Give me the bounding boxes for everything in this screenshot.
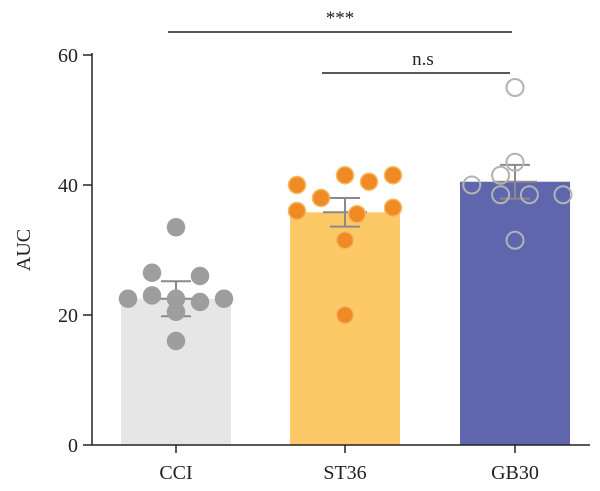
data-point-cci (190, 292, 210, 312)
data-point-gb30 (505, 230, 525, 250)
y-tick-label-0: 0 (68, 435, 78, 457)
bar-st36 (290, 212, 400, 445)
data-point-st36 (287, 201, 307, 221)
data-point-cci (166, 218, 186, 237)
significance-layer: *** n.s (168, 8, 512, 74)
data-point-cci (214, 289, 234, 308)
y-tick-label-60: 60 (58, 45, 78, 67)
axes-layer: 0 20 40 60 CCI ST36 GB30 (58, 45, 590, 484)
bars-layer (121, 181, 570, 445)
data-point-gb30 (491, 165, 511, 185)
data-point-st36 (335, 166, 355, 185)
data-point-gb30 (505, 152, 525, 172)
bar-cci (121, 298, 231, 445)
data-point-gb30 (505, 78, 525, 97)
data-point-st36 (383, 166, 403, 185)
data-point-st36 (287, 175, 307, 195)
data-point-cci (142, 286, 162, 305)
data-point-cci (166, 302, 186, 321)
significance-label-1: *** (326, 8, 355, 29)
data-point-gb30 (462, 175, 482, 195)
data-point-cci (190, 266, 210, 286)
data-point-cci (118, 289, 138, 308)
data-point-st36 (311, 188, 331, 208)
data-point-st36 (347, 205, 367, 224)
data-point-st36 (335, 305, 355, 325)
x-tick-label-cci: CCI (159, 462, 192, 484)
data-point-gb30 (519, 185, 539, 205)
y-axis-title: AUC (13, 229, 35, 271)
x-tick-label-gb30: GB30 (491, 462, 539, 484)
data-point-gb30 (553, 185, 573, 205)
data-point-st36 (383, 198, 403, 217)
y-tick-label-40: 40 (58, 175, 78, 197)
bar-gb30 (460, 181, 570, 445)
data-point-st36 (359, 172, 379, 191)
data-point-st36 (335, 231, 355, 250)
x-tick-label-st36: ST36 (323, 462, 366, 484)
data-point-cci (142, 263, 162, 282)
data-point-cci (166, 331, 186, 351)
data-point-gb30 (491, 185, 511, 205)
y-tick-label-20: 20 (58, 305, 78, 327)
significance-label-2: n.s (412, 49, 434, 70)
data-points-layer (118, 78, 573, 351)
